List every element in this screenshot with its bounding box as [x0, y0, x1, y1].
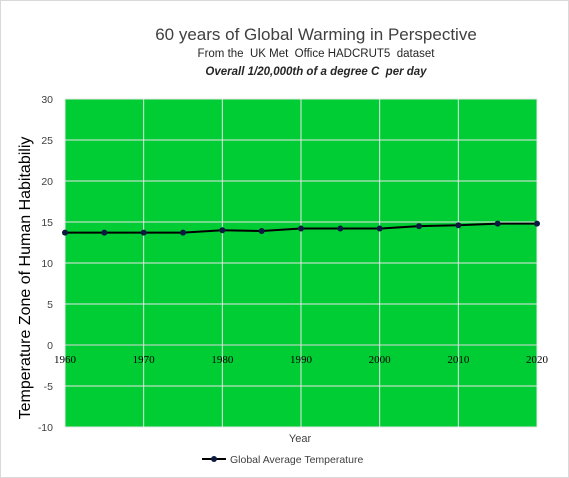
x-tick-label: 2020	[526, 354, 549, 366]
data-point	[455, 222, 462, 229]
y-tick-label: 5	[47, 299, 53, 311]
series-global-average-temperature	[62, 220, 540, 236]
chart-subtitle: From the UK Met Office HADCRUT5 dataset	[198, 48, 436, 60]
data-point	[494, 220, 501, 227]
data-point	[258, 228, 265, 235]
data-point	[298, 225, 304, 232]
chart-subtitle-italic: Overall 1/20,000th of a degree C per day	[205, 66, 427, 78]
y-tick-label: 20	[41, 176, 53, 188]
y-tick-label: -5	[44, 381, 53, 393]
legend: Global Average Temperature	[202, 454, 363, 466]
y-tick-label: 15	[41, 217, 53, 229]
y-axis-label: Temperature Zone of Human Habitabiliy	[17, 137, 34, 420]
data-point	[62, 229, 68, 236]
x-tick-label: 1970	[133, 354, 156, 366]
data-point	[101, 229, 108, 236]
x-tick-label: 1980	[211, 354, 234, 366]
y-axis-ticks: -10 -5 0 5 10 15 20 25 30	[38, 94, 53, 434]
data-point	[376, 225, 383, 232]
chart-title: 60 years of Global Warming in Perspectiv…	[155, 25, 477, 44]
y-tick-label: 0	[47, 340, 53, 352]
x-axis-label: Year	[289, 433, 312, 445]
x-axis-ticks: 1960 1970 1980 1990 2000 2010 2020	[54, 354, 549, 366]
y-tick-label: 25	[41, 135, 53, 147]
legend-label: Global Average Temperature	[230, 454, 363, 466]
x-tick-label: 2000	[369, 354, 392, 366]
x-tick-label: 1960	[54, 354, 77, 366]
data-point	[416, 223, 422, 230]
gridlines	[64, 98, 538, 428]
legend-marker-swatch	[211, 456, 217, 462]
data-point	[337, 225, 344, 232]
x-tick-label: 1990	[290, 354, 313, 366]
y-tick-label: 30	[41, 94, 53, 106]
data-point	[534, 220, 540, 227]
data-point	[180, 229, 186, 236]
data-point	[219, 227, 226, 234]
y-tick-label: 10	[41, 258, 53, 270]
x-tick-label: 2010	[447, 354, 470, 366]
y-tick-label: -10	[38, 422, 53, 434]
data-point	[140, 229, 147, 236]
